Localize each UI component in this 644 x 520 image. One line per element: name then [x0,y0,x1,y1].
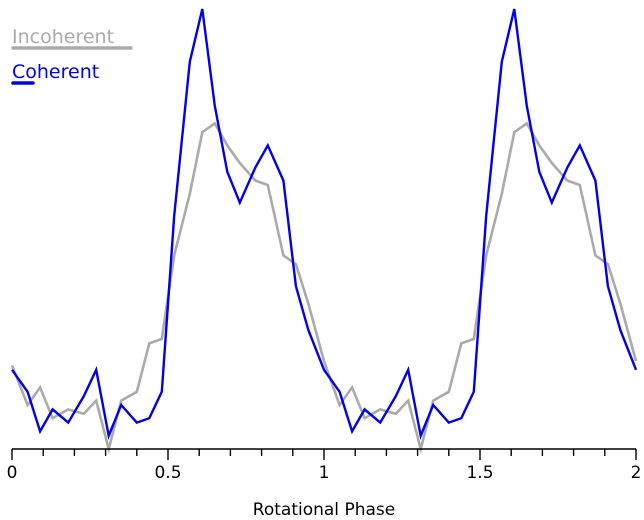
x-tick-label: 1 [319,463,330,483]
x-tick-label: 0.5 [154,463,181,483]
x-axis: 0 0.5 1 1.5 2 [7,448,642,483]
x-tick-label: 2 [631,463,642,483]
series-line-incoherent [10,121,638,455]
legend-label-coherent: Coherent [12,61,99,83]
x-axis-label: Rotational Phase [253,500,395,520]
series-line-coherent [11,8,638,441]
legend: Incoherent Coherent [11,26,133,85]
x-tick-label: 0 [7,463,18,483]
legend-label-incoherent: Incoherent [12,26,114,48]
x-tick-label: 1.5 [466,463,493,483]
plot-area [10,8,638,455]
